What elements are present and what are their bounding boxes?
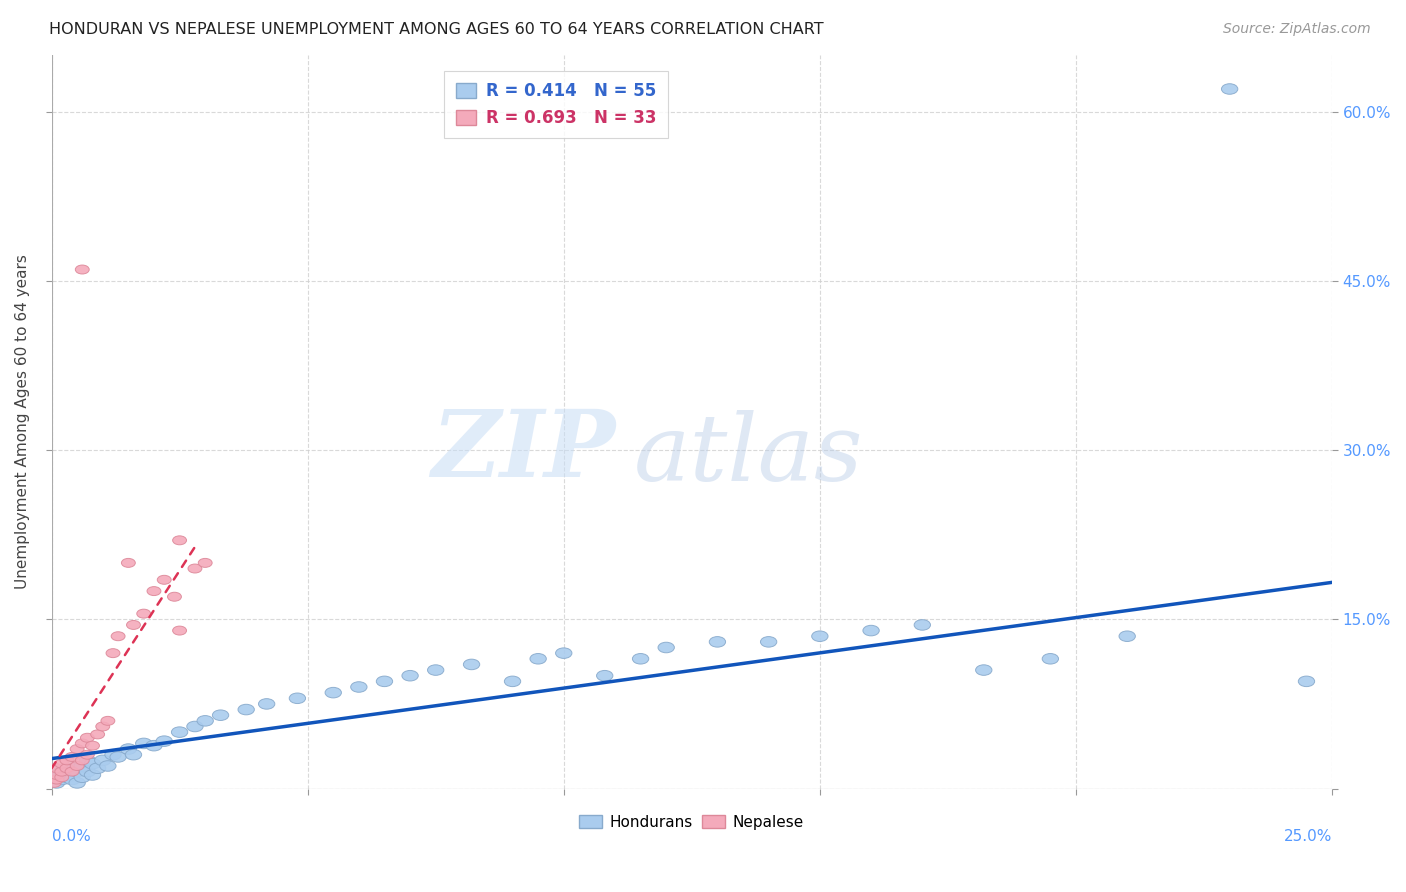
Text: ZIP: ZIP: [430, 406, 614, 496]
Ellipse shape: [350, 681, 367, 692]
Ellipse shape: [110, 752, 127, 763]
Ellipse shape: [976, 665, 993, 675]
Ellipse shape: [90, 763, 105, 773]
Ellipse shape: [65, 753, 79, 762]
Ellipse shape: [111, 632, 125, 640]
Ellipse shape: [172, 727, 188, 738]
Ellipse shape: [76, 756, 89, 764]
Ellipse shape: [90, 730, 104, 739]
Ellipse shape: [60, 756, 75, 764]
Ellipse shape: [464, 659, 479, 670]
Ellipse shape: [198, 558, 212, 567]
Ellipse shape: [427, 665, 444, 675]
Ellipse shape: [658, 642, 675, 653]
Ellipse shape: [596, 671, 613, 681]
Ellipse shape: [100, 761, 117, 772]
Ellipse shape: [121, 558, 135, 567]
Ellipse shape: [70, 762, 84, 771]
Ellipse shape: [197, 715, 214, 726]
Ellipse shape: [505, 676, 520, 687]
Ellipse shape: [555, 648, 572, 658]
Ellipse shape: [65, 767, 79, 776]
Ellipse shape: [136, 609, 150, 618]
Ellipse shape: [76, 265, 89, 274]
Ellipse shape: [60, 764, 75, 772]
Ellipse shape: [863, 625, 879, 636]
Ellipse shape: [761, 637, 776, 647]
Ellipse shape: [290, 693, 305, 704]
Ellipse shape: [212, 710, 229, 721]
Ellipse shape: [49, 764, 63, 772]
Ellipse shape: [914, 620, 931, 631]
Ellipse shape: [75, 761, 90, 772]
Ellipse shape: [59, 770, 75, 780]
Text: atlas: atlas: [634, 409, 863, 500]
Ellipse shape: [120, 744, 136, 755]
Ellipse shape: [127, 621, 141, 630]
Ellipse shape: [105, 648, 120, 657]
Ellipse shape: [80, 733, 94, 742]
Ellipse shape: [55, 772, 69, 781]
Legend: Hondurans, Nepalese: Hondurans, Nepalese: [574, 809, 810, 836]
Ellipse shape: [96, 722, 110, 731]
Ellipse shape: [101, 716, 115, 725]
Ellipse shape: [55, 767, 69, 776]
Text: HONDURAN VS NEPALESE UNEMPLOYMENT AMONG AGES 60 TO 64 YEARS CORRELATION CHART: HONDURAN VS NEPALESE UNEMPLOYMENT AMONG …: [49, 22, 824, 37]
Ellipse shape: [48, 779, 60, 788]
Ellipse shape: [188, 564, 202, 573]
Ellipse shape: [55, 759, 69, 768]
Text: Source: ZipAtlas.com: Source: ZipAtlas.com: [1223, 22, 1371, 37]
Ellipse shape: [48, 772, 65, 782]
Ellipse shape: [1042, 654, 1059, 664]
Y-axis label: Unemployment Among Ages 60 to 64 years: Unemployment Among Ages 60 to 64 years: [15, 254, 30, 590]
Ellipse shape: [69, 766, 86, 777]
Ellipse shape: [63, 763, 80, 773]
Ellipse shape: [156, 736, 173, 747]
Ellipse shape: [59, 772, 75, 782]
Ellipse shape: [135, 739, 152, 748]
Ellipse shape: [238, 705, 254, 714]
Ellipse shape: [633, 654, 648, 664]
Ellipse shape: [402, 671, 418, 681]
Ellipse shape: [63, 774, 80, 785]
Ellipse shape: [86, 741, 100, 750]
Ellipse shape: [259, 698, 274, 709]
Ellipse shape: [157, 575, 172, 584]
Ellipse shape: [811, 631, 828, 641]
Text: 25.0%: 25.0%: [1284, 829, 1331, 844]
Ellipse shape: [53, 766, 70, 777]
Ellipse shape: [70, 745, 84, 754]
Ellipse shape: [48, 778, 65, 789]
Ellipse shape: [105, 749, 121, 760]
Ellipse shape: [1119, 631, 1136, 641]
Ellipse shape: [80, 750, 94, 759]
Ellipse shape: [53, 774, 70, 785]
Ellipse shape: [325, 688, 342, 698]
Ellipse shape: [75, 772, 90, 782]
Ellipse shape: [167, 592, 181, 601]
Ellipse shape: [49, 775, 63, 784]
Ellipse shape: [173, 536, 187, 545]
Ellipse shape: [69, 778, 86, 789]
Ellipse shape: [79, 755, 96, 765]
Ellipse shape: [1298, 676, 1315, 687]
Ellipse shape: [148, 587, 160, 596]
Ellipse shape: [709, 637, 725, 647]
Ellipse shape: [84, 770, 101, 780]
Ellipse shape: [49, 771, 63, 780]
Ellipse shape: [187, 722, 202, 731]
Ellipse shape: [1222, 84, 1237, 95]
Ellipse shape: [84, 758, 101, 769]
Ellipse shape: [377, 676, 392, 687]
Ellipse shape: [173, 626, 187, 635]
Text: 0.0%: 0.0%: [52, 829, 90, 844]
Ellipse shape: [76, 739, 89, 747]
Ellipse shape: [530, 654, 547, 664]
Ellipse shape: [125, 749, 142, 760]
Ellipse shape: [94, 755, 111, 765]
Ellipse shape: [79, 766, 96, 777]
Ellipse shape: [146, 740, 162, 751]
